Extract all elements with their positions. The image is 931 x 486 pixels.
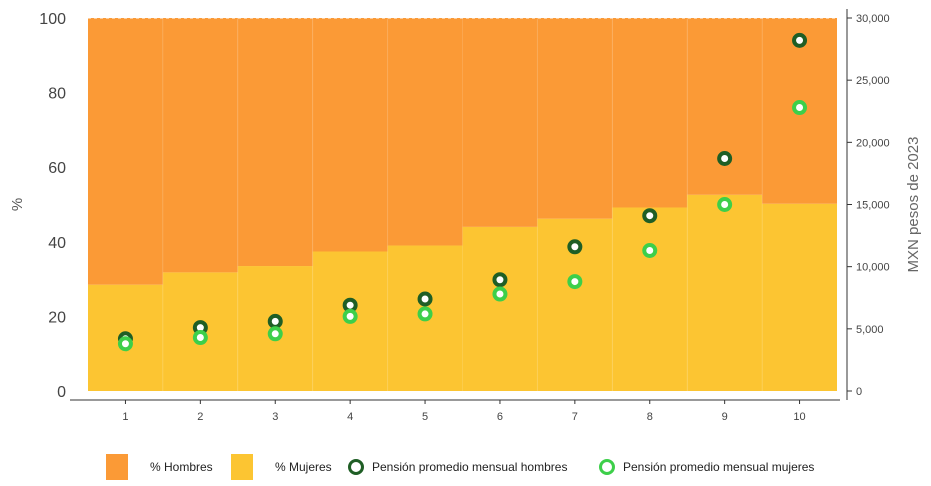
legend-label: % Mujeres — [275, 460, 332, 474]
point-mujeres-2 — [192, 330, 208, 346]
point-hombres-8 — [642, 208, 658, 224]
y-tick-label: 0 — [57, 384, 66, 401]
point-mujeres-6 — [492, 286, 508, 302]
x-tick-label: 3 — [272, 411, 278, 423]
legend-item-3: Pensión promedio mensual hombres — [348, 455, 567, 479]
bar-hombres-1 — [88, 18, 163, 285]
bar-mujeres-8 — [612, 207, 688, 391]
bar-hombres-7 — [537, 18, 613, 219]
y2-tick-label: 0 — [856, 386, 862, 398]
y2-tick-label: 30,000 — [856, 13, 890, 25]
point-mujeres-5 — [417, 306, 433, 322]
point-hombres-10 — [792, 32, 808, 48]
legend-item-1: % Hombres — [106, 454, 213, 480]
x-tick-label: 8 — [647, 411, 653, 423]
legend-swatch — [106, 454, 128, 480]
y-tick-label: 40 — [48, 235, 66, 252]
point-mujeres-10 — [792, 100, 808, 116]
bar-mujeres-9 — [687, 194, 763, 391]
point-mujeres-9 — [717, 197, 733, 212]
point-mujeres-4 — [342, 308, 358, 324]
legend-swatch — [599, 459, 615, 475]
x-tick-label: 1 — [122, 411, 128, 423]
bar-hombres-6 — [462, 18, 538, 227]
plot-area: 0 20 40 60 80 100 0 5,000 10,000 15,000 20,000 25,0… — [9, 9, 922, 423]
x-tick-label: 7 — [572, 411, 578, 423]
point-hombres-9 — [717, 150, 733, 166]
legend-item-2: % Mujeres — [231, 454, 332, 480]
y2-tick-label: 25,000 — [856, 75, 890, 87]
bar-hombres-5 — [387, 18, 463, 246]
bar-mujeres-10 — [762, 203, 837, 391]
y-tick-label: 20 — [48, 309, 66, 326]
bar-hombres-3 — [237, 18, 313, 267]
legend-item-4: Pensión promedio mensual mujeres — [599, 455, 814, 479]
x-tick-label: 6 — [497, 411, 503, 423]
point-hombres-5 — [417, 291, 433, 307]
legend-swatch — [231, 454, 253, 480]
bar-hombres-4 — [312, 18, 388, 252]
y2-tick-label: 10,000 — [856, 262, 890, 274]
x-tick-label: 5 — [422, 411, 428, 423]
y2-tick-label: 15,000 — [856, 200, 890, 212]
point-hombres-6 — [492, 272, 508, 288]
bar-hombres-2 — [162, 18, 238, 273]
point-mujeres-1 — [117, 336, 133, 352]
point-mujeres-7 — [567, 274, 583, 290]
point-mujeres-3 — [267, 326, 283, 342]
y2-tick-label: 5,000 — [856, 324, 884, 336]
bar-mujeres-6 — [462, 226, 538, 391]
y-tick-label: 60 — [48, 160, 66, 177]
x-tick-label: 10 — [793, 411, 805, 423]
y-tick-label: 100 — [39, 11, 66, 28]
bar-hombres-9 — [687, 18, 763, 195]
legend-swatch — [348, 459, 364, 475]
point-hombres-3 — [267, 313, 283, 329]
y2-tick-label: 20,000 — [856, 137, 890, 149]
legend-label: Pensión promedio mensual mujeres — [623, 460, 815, 474]
y-tick-label: 80 — [48, 86, 66, 103]
x-tick-label: 2 — [197, 411, 203, 423]
legend-label: % Hombres — [150, 460, 213, 474]
legend-label: Pensión promedio mensual hombres — [372, 460, 568, 474]
y-axis-title: % — [9, 198, 26, 211]
point-mujeres-8 — [642, 243, 658, 259]
point-hombres-7 — [567, 239, 583, 255]
x-tick-label: 4 — [347, 411, 353, 423]
bar-hombres-8 — [612, 18, 688, 208]
y2-axis-title: MXN pesos de 2023 — [905, 137, 922, 273]
x-tick-label: 9 — [722, 411, 728, 423]
legend: % Hombres % Mujeres Pensión promedio mensu… — [0, 450, 931, 486]
